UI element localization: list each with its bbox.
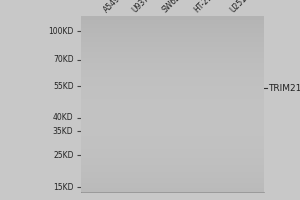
Ellipse shape [119, 81, 139, 95]
Text: TRIM21: TRIM21 [268, 84, 300, 93]
Ellipse shape [181, 81, 200, 95]
Text: U251: U251 [228, 0, 248, 14]
Text: U937: U937 [130, 0, 151, 14]
Text: 40KD: 40KD [53, 114, 74, 122]
Ellipse shape [150, 77, 168, 100]
Text: 70KD: 70KD [53, 55, 74, 64]
Text: HT-29: HT-29 [192, 0, 214, 14]
Text: 25KD: 25KD [53, 150, 74, 160]
Ellipse shape [152, 81, 167, 95]
Text: 15KD: 15KD [53, 182, 74, 192]
Text: SW620: SW620 [160, 0, 186, 14]
Ellipse shape [216, 81, 237, 95]
Bar [81, 16, 264, 192]
Ellipse shape [91, 81, 110, 95]
Ellipse shape [179, 77, 202, 100]
Text: 55KD: 55KD [53, 82, 74, 90]
Ellipse shape [118, 77, 140, 100]
Text: 35KD: 35KD [53, 127, 74, 136]
Ellipse shape [214, 77, 239, 100]
Text: 100KD: 100KD [48, 26, 74, 36]
Ellipse shape [89, 77, 112, 100]
Ellipse shape [151, 63, 167, 73]
Text: A549: A549 [102, 0, 122, 14]
